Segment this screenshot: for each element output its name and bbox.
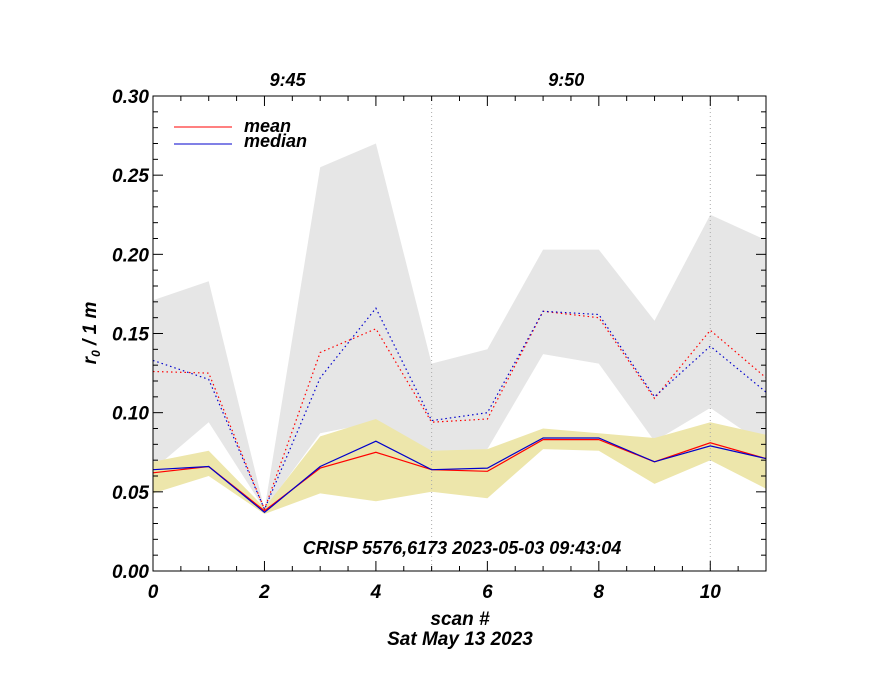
y-axis-label-main: r [80, 355, 101, 364]
x-tick-label: 4 [370, 582, 382, 603]
top-time-label: 9:45 [270, 70, 307, 90]
x-tick-label: 8 [594, 582, 605, 603]
y-axis-label-rest: / 1 m [80, 302, 101, 351]
series-layer [152, 307, 767, 514]
x-tick-label: 6 [482, 582, 493, 603]
date-label: Sat May 13 2023 [387, 629, 533, 650]
y-tick-label: 0.20 [112, 245, 149, 266]
median-line [152, 437, 767, 514]
y-tick-label: 0.30 [112, 87, 149, 108]
x-axis-label: scan # [430, 609, 490, 630]
y-tick-label: 0.10 [112, 404, 149, 425]
x-tick-label: 10 [700, 582, 722, 603]
legend-mean-label: mean [244, 116, 291, 136]
gray-range-band [153, 143, 766, 510]
median-upper-line [152, 307, 767, 511]
x-tick-label: 2 [258, 582, 270, 603]
y-tick-label: 0.00 [112, 562, 149, 583]
x-tick-label: 0 [148, 582, 159, 603]
y-tick-label: 0.15 [112, 325, 149, 346]
y-tick-label: 0.05 [112, 483, 149, 504]
band-layer [153, 143, 766, 514]
y-axis-label-subscript: 0 [89, 350, 103, 357]
axis-tick-labels: 0 2 4 6 8 10 0.00 0.05 0.10 0.15 0.20 0.25 0.30 9:45 9… [112, 70, 721, 603]
top-time-label: 9:50 [548, 70, 584, 90]
y-tick-label: 0.25 [112, 166, 149, 187]
legend-median-label: median [244, 131, 307, 151]
y-axis-label: r0 / 1 m [80, 302, 103, 365]
chart-annotation: CRISP 5576,6173 2023-05-03 09:43:04 [303, 538, 622, 558]
axis-ticks [152, 95, 767, 572]
legend: mean median [174, 116, 307, 151]
yellow-range-band [153, 419, 766, 514]
